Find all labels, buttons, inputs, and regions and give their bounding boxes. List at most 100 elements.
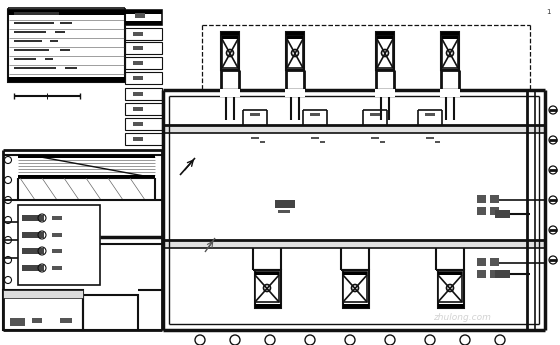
Bar	[52, 233, 62, 237]
Bar	[14, 67, 56, 69]
Bar	[14, 22, 54, 24]
Bar	[220, 89, 240, 97]
Bar	[18, 175, 155, 178]
Bar	[222, 36, 238, 68]
Bar	[255, 304, 281, 308]
Bar	[287, 36, 303, 68]
Bar	[251, 137, 259, 139]
Bar	[18, 155, 155, 158]
Bar	[55, 31, 65, 33]
Bar	[52, 216, 62, 220]
Bar	[343, 270, 369, 308]
Bar	[490, 258, 499, 266]
Bar	[286, 32, 304, 70]
Bar	[426, 137, 434, 139]
Bar	[60, 22, 72, 24]
Bar	[22, 232, 44, 238]
Bar	[490, 195, 499, 203]
Bar	[343, 272, 367, 275]
Bar	[125, 72, 162, 84]
Bar	[438, 272, 462, 275]
Bar	[255, 272, 279, 275]
Bar	[133, 32, 143, 36]
Bar	[320, 141, 325, 143]
Bar	[22, 265, 44, 271]
Bar	[135, 13, 145, 18]
Bar	[441, 32, 459, 70]
Bar	[3, 290, 83, 330]
Bar	[278, 210, 290, 213]
Bar	[14, 40, 42, 42]
Bar	[377, 36, 393, 68]
Bar	[255, 272, 279, 302]
Bar	[425, 113, 435, 116]
Bar	[477, 195, 486, 203]
Bar	[287, 36, 303, 39]
Bar	[14, 49, 49, 51]
Bar	[221, 32, 239, 36]
Bar	[163, 240, 545, 248]
Bar	[435, 141, 440, 143]
Bar	[60, 318, 72, 323]
Bar	[495, 210, 510, 218]
Bar	[477, 258, 486, 266]
Bar	[14, 12, 29, 15]
Bar	[438, 304, 464, 308]
Bar	[125, 133, 162, 145]
Bar	[133, 137, 143, 141]
Bar	[60, 49, 70, 51]
Bar	[376, 32, 394, 70]
Bar	[125, 28, 162, 40]
Bar	[255, 270, 281, 308]
Bar	[441, 32, 459, 36]
Bar	[440, 89, 460, 97]
Bar	[442, 36, 458, 68]
Bar	[125, 10, 162, 14]
Bar	[490, 207, 499, 215]
Bar	[52, 249, 62, 253]
Bar	[370, 113, 380, 116]
Bar	[477, 207, 486, 215]
Bar	[14, 58, 36, 60]
Bar	[275, 200, 295, 208]
Bar	[50, 40, 58, 42]
Bar	[260, 141, 265, 143]
Bar	[250, 113, 260, 116]
Bar	[10, 318, 25, 326]
Bar	[490, 270, 499, 278]
Bar	[8, 77, 125, 82]
Bar	[285, 89, 305, 97]
Bar	[125, 21, 162, 25]
Bar	[286, 32, 304, 36]
Bar	[14, 12, 59, 15]
Bar	[133, 107, 143, 111]
Bar	[125, 118, 162, 130]
Bar	[343, 304, 369, 308]
Bar	[52, 266, 62, 270]
Bar	[477, 270, 486, 278]
Bar	[125, 42, 162, 54]
Bar	[18, 205, 100, 285]
Bar	[133, 61, 143, 65]
Bar	[380, 141, 385, 143]
Bar	[32, 318, 42, 323]
Bar	[133, 46, 143, 50]
Bar	[377, 36, 393, 39]
Bar	[45, 58, 53, 60]
Bar	[8, 10, 125, 82]
Bar	[125, 10, 162, 25]
Bar	[310, 113, 320, 116]
Bar	[442, 36, 458, 39]
Bar	[133, 122, 143, 126]
Bar	[14, 31, 46, 33]
Bar	[438, 272, 462, 302]
Bar	[438, 270, 464, 308]
Bar	[22, 248, 44, 254]
Bar	[83, 295, 138, 330]
Bar	[3, 290, 83, 298]
Bar	[495, 270, 510, 278]
Bar	[22, 215, 44, 221]
Bar	[376, 32, 394, 36]
Bar	[163, 125, 545, 133]
Bar	[125, 57, 162, 69]
